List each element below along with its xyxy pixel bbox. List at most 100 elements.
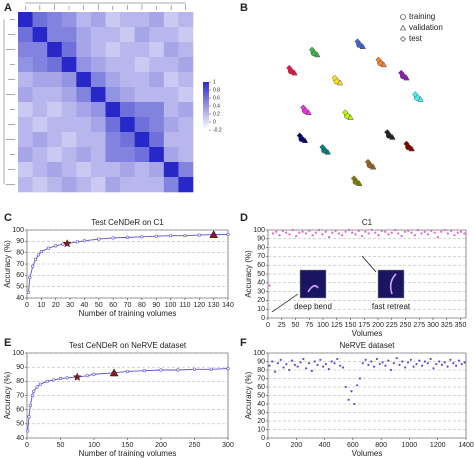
heatmap-cell [149, 132, 165, 148]
heatmap-cell [163, 57, 179, 73]
point [125, 369, 130, 374]
heatmap-cell [61, 42, 77, 58]
point [291, 228, 294, 232]
point [226, 366, 230, 371]
colorbar-step [203, 102, 209, 105]
x-axis-label: Volumes [352, 329, 383, 338]
point [279, 358, 282, 361]
point [358, 377, 362, 380]
point [82, 239, 87, 243]
x-axis-label: Number of training volumes [79, 449, 177, 458]
x-tick-label: 150 [122, 442, 134, 449]
point [92, 372, 96, 376]
y-tick-label: 100 [12, 227, 24, 234]
point [389, 368, 393, 372]
inset-worm [389, 273, 397, 295]
heatmap-cell [47, 102, 63, 118]
point [38, 382, 43, 386]
point [387, 233, 390, 236]
point [333, 362, 336, 365]
heatmap-cell [105, 57, 121, 73]
heatmap-cell [163, 42, 179, 58]
point [344, 230, 347, 233]
colorbar-step [203, 82, 209, 85]
colorbar-step [203, 116, 209, 119]
heatmap-cell [134, 27, 150, 43]
marker-diamond [354, 38, 361, 45]
inset-arrow [361, 255, 377, 273]
heatmap-cell [163, 132, 179, 148]
point [401, 360, 404, 363]
x-tick-label: 50 [95, 302, 103, 309]
y-tick-label: 70 [16, 392, 24, 399]
y-tick-label: 100 [253, 350, 265, 357]
x-tick-label: 10 [37, 302, 45, 309]
y-tick-label: 80 [257, 367, 265, 374]
heatmap-cell [149, 12, 165, 28]
heatmap-cell [105, 72, 121, 88]
point [449, 358, 452, 361]
heatmap-cell [149, 57, 165, 73]
point [357, 229, 360, 232]
heatmap-cell [76, 102, 92, 118]
point [334, 229, 337, 232]
point [314, 231, 317, 234]
inset-image [299, 269, 327, 299]
point [176, 368, 180, 372]
heatmap-cell [134, 147, 150, 163]
heatmap-cell [149, 72, 165, 88]
point [429, 357, 432, 361]
point [28, 403, 32, 408]
heatmap-cell [178, 117, 194, 133]
x-tick-label: 50 [57, 442, 65, 449]
colorbar-step [203, 128, 209, 131]
marker-star [62, 239, 72, 248]
x-tick-label: 0 [25, 442, 29, 449]
colorbar-step [203, 126, 209, 129]
point [321, 233, 324, 236]
panel-label: B [240, 2, 248, 14]
y-tick-label: 50 [257, 271, 265, 278]
heatmap-cell [120, 42, 135, 58]
point [364, 230, 367, 233]
colorbar-step [203, 88, 209, 91]
y-tick-label: 100 [12, 350, 24, 357]
point [308, 229, 311, 232]
point [327, 235, 331, 239]
point [30, 393, 34, 398]
marker-triangle [389, 134, 396, 140]
point [455, 364, 458, 367]
point [463, 232, 466, 235]
line [27, 368, 229, 431]
point [337, 232, 341, 235]
heatmap-cell [134, 72, 150, 88]
marker-diamond [296, 132, 303, 139]
panel-label: E [4, 337, 11, 349]
point [271, 232, 275, 235]
point [392, 362, 395, 365]
heatmap-cell [90, 87, 106, 103]
heatmap-cell [32, 102, 48, 118]
y-axis-label: Accuracy (%) [244, 250, 253, 298]
heatmap-cell [149, 177, 165, 193]
colorbar-tick-label: 0.8 [213, 87, 220, 93]
heatmap-cell [18, 132, 33, 148]
x-tick-label: 120 [193, 302, 205, 309]
heatmap-cell [105, 42, 121, 58]
point [387, 359, 390, 362]
point [75, 240, 79, 244]
heatmap-cell [105, 162, 121, 178]
heatmap-cell [178, 162, 194, 178]
point [159, 368, 163, 372]
point [423, 230, 426, 233]
heatmap-cell [90, 12, 106, 28]
heatmap-cell [47, 147, 63, 163]
point [197, 233, 201, 237]
heatmap-cell [134, 12, 150, 28]
heatmap-cell [134, 162, 150, 178]
x-tick-label: 600 [347, 442, 359, 449]
marker-diamond [286, 64, 293, 72]
y-tick-label: 40 [16, 295, 24, 302]
heatmap-cell [18, 87, 33, 103]
point [380, 229, 383, 232]
